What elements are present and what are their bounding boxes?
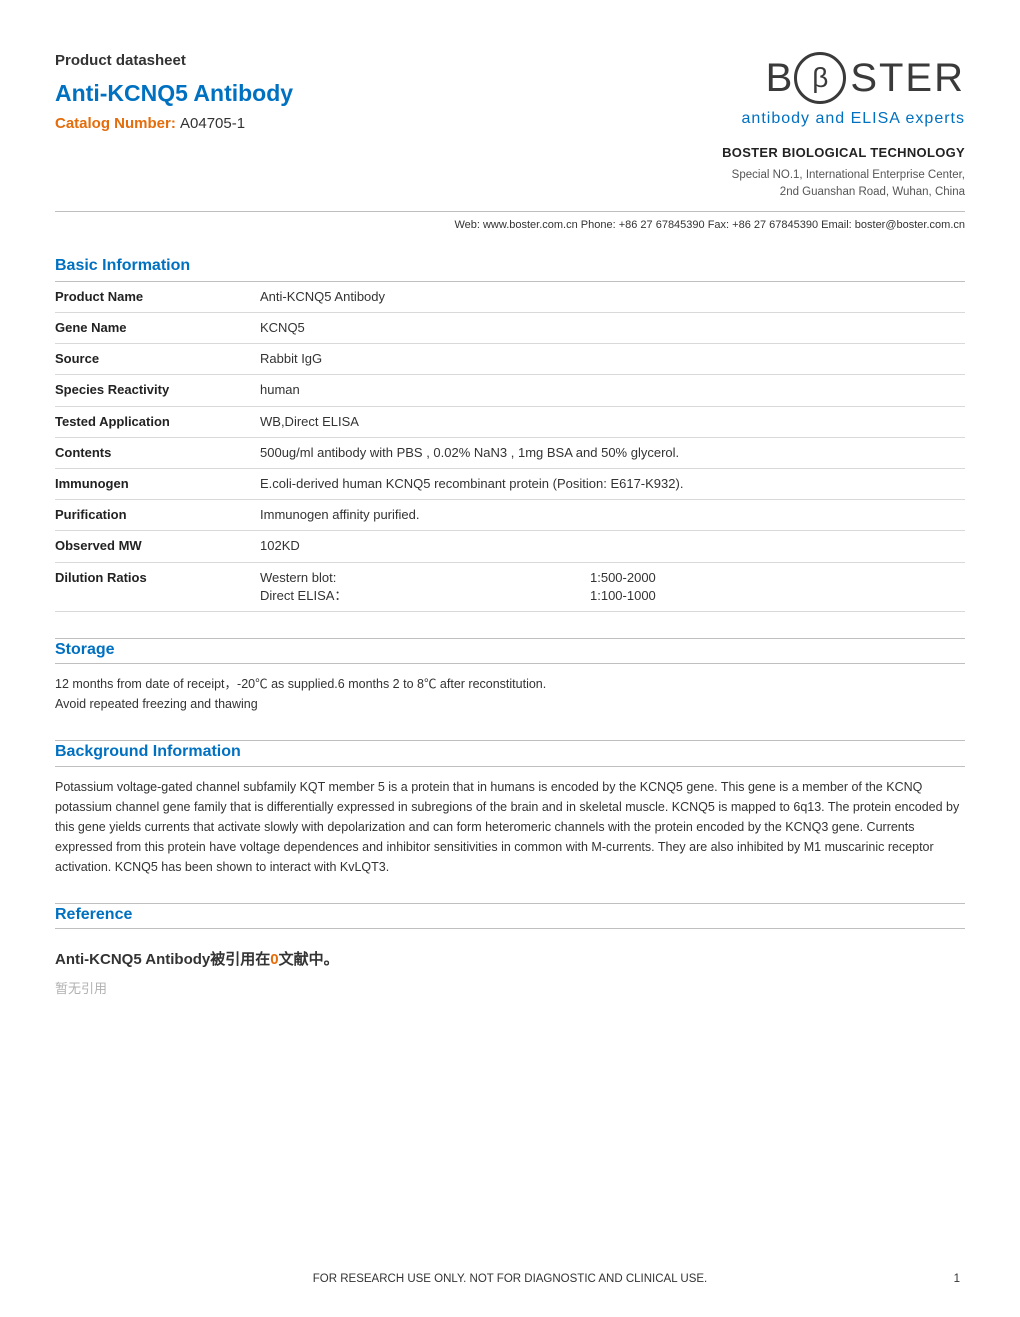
row-value: KCNQ5	[260, 313, 965, 344]
reference-cited-mid1: 被引用在	[210, 951, 270, 968]
logo-block: B β STER antibody and ELISA experts BOST…	[722, 50, 965, 201]
dilution-row-2: Direct ELISA： 1:100-1000	[260, 587, 965, 605]
storage-line2: Avoid repeated freezing and thawing	[55, 694, 965, 714]
row-value: Immunogen affinity purified.	[260, 500, 965, 531]
storage-body: 12 months from date of receipt，-20℃ as s…	[55, 674, 965, 714]
row-label: Product Name	[55, 282, 260, 313]
table-row: Species Reactivity human	[55, 375, 965, 406]
row-value: E.coli-derived human KCNQ5 recombinant p…	[260, 468, 965, 499]
company-block: BOSTER BIOLOGICAL TECHNOLOGY Special NO.…	[722, 144, 965, 201]
table-row-dilution: Dilution Ratios Western blot: 1:500-2000…	[55, 562, 965, 611]
row-label: Observed MW	[55, 531, 260, 562]
logo-tagline: antibody and ELISA experts	[722, 108, 965, 130]
row-label: Immunogen	[55, 468, 260, 499]
row-label: Gene Name	[55, 313, 260, 344]
section-background-title: Background Information	[55, 741, 241, 765]
table-row: Tested Application WB,Direct ELISA	[55, 406, 965, 437]
table-row: Immunogen E.coli-derived human KCNQ5 rec…	[55, 468, 965, 499]
basic-info-tbody: Product Name Anti-KCNQ5 Antibody Gene Na…	[55, 282, 965, 612]
section-storage-head-wrap: Storage	[55, 639, 965, 664]
dilution-method: Western blot:	[260, 569, 590, 587]
row-label: Purification	[55, 500, 260, 531]
company-address: Special NO.1, International Enterprise C…	[722, 167, 965, 202]
row-value: Anti-KCNQ5 Antibody	[260, 282, 965, 313]
company-addr-line1: Special NO.1, International Enterprise C…	[722, 167, 965, 184]
footer-page-number: 1	[954, 1271, 960, 1287]
row-value: Rabbit IgG	[260, 344, 965, 375]
page-footer: FOR RESEARCH USE ONLY. NOT FOR DIAGNOSTI…	[0, 1271, 1020, 1287]
section-storage-title: Storage	[55, 639, 115, 663]
section-reference-title: Reference	[55, 904, 132, 928]
catalog-number: A04705-1	[180, 115, 245, 132]
datasheet-label: Product datasheet	[55, 50, 293, 71]
table-row: Gene Name KCNQ5	[55, 313, 965, 344]
table-row: Contents 500ug/ml antibody with PBS , 0.…	[55, 437, 965, 468]
row-label: Contents	[55, 437, 260, 468]
web-contact-line: Web: www.boster.com.cn Phone: +86 27 678…	[55, 218, 965, 233]
table-row: Source Rabbit IgG	[55, 344, 965, 375]
storage-line1: 12 months from date of receipt，-20℃ as s…	[55, 674, 965, 694]
section-basic-info-title: Basic Information	[55, 255, 965, 281]
header-left: Product datasheet Anti-KCNQ5 Antibody Ca…	[55, 50, 293, 134]
reference-cited-mid2: 文献中。	[279, 951, 339, 968]
logo-mark-glyph: β	[812, 58, 828, 97]
row-value-dilution: Western blot: 1:500-2000 Direct ELISA： 1…	[260, 562, 965, 611]
dilution-row-1: Western blot: 1:500-2000	[260, 569, 965, 587]
reference-empty: 暂无引用	[55, 980, 965, 998]
logo-letters-ster: STER	[850, 50, 965, 106]
reference-cited-count: 0	[270, 951, 278, 968]
company-name: BOSTER BIOLOGICAL TECHNOLOGY	[722, 144, 965, 162]
row-label: Source	[55, 344, 260, 375]
row-label: Tested Application	[55, 406, 260, 437]
footer-text: FOR RESEARCH USE ONLY. NOT FOR DIAGNOSTI…	[313, 1273, 707, 1285]
divider-top	[55, 211, 965, 212]
product-title: Anti-KCNQ5 Antibody	[55, 77, 293, 109]
catalog-line: Catalog Number: A04705-1	[55, 113, 293, 134]
row-value: 500ug/ml antibody with PBS , 0.02% NaN3 …	[260, 437, 965, 468]
table-row: Observed MW 102KD	[55, 531, 965, 562]
basic-info-table: Product Name Anti-KCNQ5 Antibody Gene Na…	[55, 282, 965, 612]
table-row: Purification Immunogen affinity purified…	[55, 500, 965, 531]
company-addr-line2: 2nd Guanshan Road, Wuhan, China	[722, 184, 965, 201]
catalog-label: Catalog Number:	[55, 115, 180, 132]
row-value: WB,Direct ELISA	[260, 406, 965, 437]
logo-letter-b: B	[766, 50, 795, 106]
dilution-method: Direct ELISA：	[260, 587, 590, 605]
header-row: Product datasheet Anti-KCNQ5 Antibody Ca…	[55, 50, 965, 201]
logo-mark-icon: β	[794, 52, 846, 104]
reference-cited-line: Anti-KCNQ5 Antibody被引用在0文献中。	[55, 949, 965, 970]
section-reference-head-wrap: Reference	[55, 904, 965, 929]
row-value: 102KD	[260, 531, 965, 562]
table-row: Product Name Anti-KCNQ5 Antibody	[55, 282, 965, 313]
row-label: Dilution Ratios	[55, 562, 260, 611]
row-label: Species Reactivity	[55, 375, 260, 406]
row-value: human	[260, 375, 965, 406]
background-body: Potassium voltage-gated channel subfamil…	[55, 777, 965, 877]
dilution-ratio: 1:500-2000	[590, 569, 656, 587]
section-background-head-wrap: Background Information	[55, 741, 965, 766]
dilution-ratio: 1:100-1000	[590, 587, 656, 605]
logo-row: B β STER	[722, 50, 965, 106]
reference-cited-prefix: Anti-KCNQ5 Antibody	[55, 951, 210, 968]
